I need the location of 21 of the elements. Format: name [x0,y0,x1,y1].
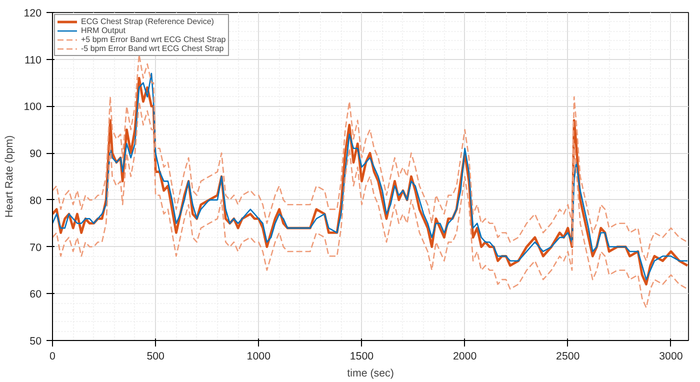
x-axis-title: time (sec) [347,368,394,380]
y-tick-label: 110 [24,54,42,66]
legend-label: +5 bpm Error Band wrt ECG Chest Strap [81,35,226,44]
y-tick-label: 50 [30,336,42,348]
x-tick-label: 1500 [350,350,374,362]
y-tick-label: 60 [30,288,42,301]
legend-label: -5 bpm Error Band wrt ECG Chest Strap [81,44,224,53]
x-tick-label: 3000 [659,350,683,362]
x-tick-label: 2500 [556,350,580,362]
y-tick-label: 80 [30,194,42,207]
y-axis-title: Heart Rate (bpm) [4,135,16,218]
x-tick-label: 2000 [452,350,477,362]
y-tick-label: 90 [30,148,42,160]
y-tick-label: 70 [30,242,42,254]
x-tick-label: 500 [146,350,165,362]
legend-label: ECG Chest Strap (Reference Device) [81,17,214,26]
y-tick-label: 100 [24,101,42,114]
legend-label: HRM Output [81,26,126,35]
x-tick-label: 0 [50,350,56,362]
y-tick-label: 120 [24,8,42,20]
x-tick-label: 1000 [246,350,271,362]
